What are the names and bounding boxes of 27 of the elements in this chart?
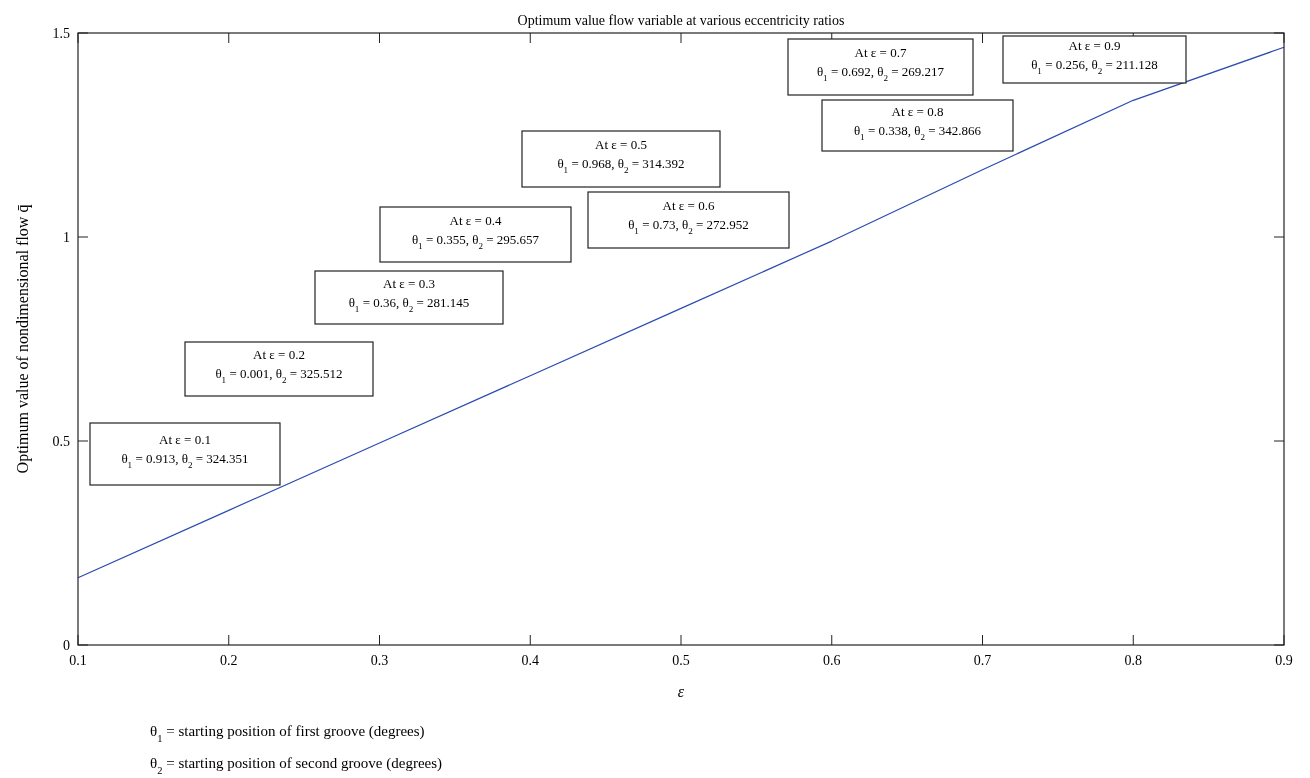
x-tick-label: 0.5 [672, 653, 690, 668]
text: At ε = 0.2 θ$_{1}$ = 0.001, θ$_{2}$ = 325.512 [215, 347, 343, 385]
x-tick-label: 0.9 [1275, 653, 1293, 668]
text: At ε = 0.6 θ$_{1}$ = 0.73, θ$_{2}$ = 272.952 [628, 198, 749, 236]
y-tick-label: 0.5 [52, 434, 70, 449]
y-tick-label: 1.5 [52, 26, 70, 41]
x-tick-label: 0.7 [973, 653, 992, 668]
x-axis-title: ε [677, 683, 685, 700]
text: At ε = 0.7 θ$_{1}$ = 0.692, θ$_{2}$ = 269.217 [816, 45, 945, 83]
x-tick-label: 0.4 [521, 653, 539, 668]
x-tick-label: 0.3 [370, 653, 389, 668]
text: θ$_{2}$ = starting position of second groove (degrees) [150, 755, 443, 776]
y-tick-label: 0 [63, 638, 70, 653]
text: At ε = 0.5 θ$_{1}$ = 0.968, θ$_{2}$ = 314.392 [557, 137, 685, 175]
text: At ε = 0.8 θ$_{1}$ = 0.338, θ$_{2}$ = 342.866 [853, 103, 982, 142]
x-tick-label: 0.6 [823, 653, 841, 668]
x-tick-label: 0.1 [69, 653, 87, 668]
chart-title: Optimum value flow variable at various eccentricity ratios [517, 13, 845, 28]
y-axis-title: Optimum value of nondimensional flow q̄ [14, 204, 32, 474]
x-tick-label: 0.2 [220, 653, 238, 668]
text: At ε = 0.4 θ$_{1}$ = 0.355, θ$_{2}$ = 295.657 [411, 212, 540, 251]
text: At ε = 0.1 θ$_{1}$ = 0.913, θ$_{2}$ = 324.351 [121, 432, 249, 470]
y-tick-label: 1 [63, 230, 70, 245]
text: θ$_{1}$ = starting position of first groove (degrees) [150, 723, 425, 744]
x-tick-label: 0.8 [1124, 653, 1142, 668]
text: At ε = 0.3 θ$_{1}$ = 0.36, θ$_{2}$ = 281.145 [348, 275, 470, 314]
text: At ε = 0.9 θ$_{1}$ = 0.256, θ$_{2}$ = 211.128 [1031, 37, 1158, 76]
